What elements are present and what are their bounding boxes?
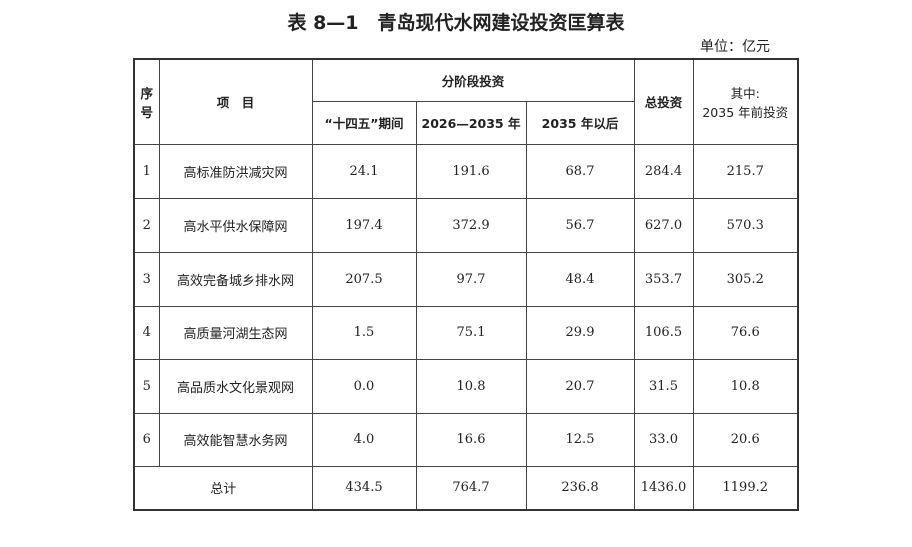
- value-cell: 56.7: [525, 197, 635, 253]
- value-cell: 284.4: [633, 143, 694, 199]
- value-cell: 0.0: [311, 358, 417, 414]
- investment-table: 序 号 项 目 分阶段投资 总投资 其中: 2035 年前投资 “十四五”期间 …: [133, 58, 799, 511]
- value-cell: 24.1: [311, 143, 417, 199]
- value-cell: 3: [133, 251, 160, 307]
- data-row: 2 高水平供水保障网 197.4 372.9 56.7 627.0 570.3: [133, 197, 799, 253]
- data-row: 3 高效完备城乡排水网 207.5 97.7 48.4 353.7 305.2: [133, 251, 799, 307]
- value-cell: 353.7: [633, 251, 694, 307]
- header-row: “十四五”期间 2026—2035 年 2035 年以后: [134, 100, 798, 145]
- value-cell: 6: [133, 412, 160, 467]
- value-cell: 215.7: [692, 143, 799, 199]
- value-cell: 31.5: [633, 358, 694, 414]
- value-cell: 29.9: [525, 305, 635, 360]
- item-cell: 高效能智慧水务网: [158, 412, 313, 467]
- header-cell: 2035 年以后: [525, 100, 635, 145]
- value-cell: 191.6: [415, 143, 527, 199]
- value-cell: 5: [133, 358, 160, 414]
- value-cell: 10.8: [692, 358, 799, 414]
- value-cell: 207.5: [311, 251, 417, 307]
- value-cell: 1: [133, 143, 160, 199]
- value-cell: 10.8: [415, 358, 527, 414]
- data-row: 6 高效能智慧水务网 4.0 16.6 12.5 33.0 20.6: [133, 412, 799, 467]
- value-cell: 75.1: [415, 305, 527, 360]
- item-cell: 高水平供水保障网: [158, 197, 313, 253]
- header-cell: 2026—2035 年: [415, 100, 527, 145]
- total-cell: 1199.2: [692, 465, 799, 511]
- total-cell: 434.5: [311, 465, 417, 511]
- value-cell: 305.2: [692, 251, 799, 307]
- value-cell: 627.0: [633, 197, 694, 253]
- item-cell: 高效完备城乡排水网: [158, 251, 313, 307]
- header-cell: 总投资: [633, 58, 694, 145]
- value-cell: 1.5: [311, 305, 417, 360]
- data-row: 1 高标准防洪减灾网 24.1 191.6 68.7 284.4 215.7: [133, 143, 799, 199]
- value-cell: 2: [133, 197, 160, 253]
- data-row: 5 高品质水文化景观网 0.0 10.8 20.7 31.5 10.8: [133, 358, 799, 414]
- total-row: 总计 434.5 764.7 236.8 1436.0 1199.2: [133, 465, 799, 511]
- value-cell: 76.6: [692, 305, 799, 360]
- item-cell: 高质量河湖生态网: [158, 305, 313, 360]
- value-cell: 20.7: [525, 358, 635, 414]
- item-cell: 高标准防洪减灾网: [158, 143, 313, 199]
- total-cell: 1436.0: [633, 465, 694, 511]
- data-row: 4 高质量河湖生态网 1.5 75.1 29.9 106.5 76.6: [133, 305, 799, 360]
- header-cell: “十四五”期间: [311, 100, 417, 145]
- total-cell: 236.8: [525, 465, 635, 511]
- header-cell: 分阶段投资: [311, 58, 635, 102]
- item-cell: 高品质水文化景观网: [158, 358, 313, 414]
- value-cell: 4.0: [311, 412, 417, 467]
- value-cell: 4: [133, 305, 160, 360]
- value-cell: 48.4: [525, 251, 635, 307]
- value-cell: 97.7: [415, 251, 527, 307]
- header-row: 序 号 项 目 分阶段投资 总投资 其中: 2035 年前投资: [133, 58, 799, 145]
- header-cell: 序 号: [133, 58, 160, 145]
- value-cell: 33.0: [633, 412, 694, 467]
- header-cell: 项 目: [158, 58, 313, 145]
- value-cell: 372.9: [415, 197, 527, 253]
- total-label: 总计: [133, 465, 313, 511]
- value-cell: 197.4: [311, 197, 417, 253]
- value-cell: 68.7: [525, 143, 635, 199]
- total-cell: 764.7: [415, 465, 527, 511]
- unit-note: 单位：亿元: [700, 39, 770, 55]
- value-cell: 16.6: [415, 412, 527, 467]
- value-cell: 20.6: [692, 412, 799, 467]
- header-cell: 其中: 2035 年前投资: [692, 58, 799, 145]
- table-title: 表 8—1 青岛现代水网建设投资匡算表: [287, 12, 625, 34]
- value-cell: 12.5: [525, 412, 635, 467]
- value-cell: 106.5: [633, 305, 694, 360]
- value-cell: 570.3: [692, 197, 799, 253]
